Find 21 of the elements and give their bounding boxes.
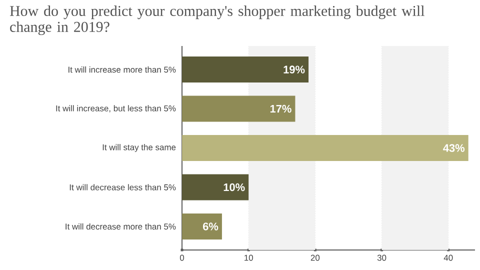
data-label: 6%: [203, 222, 218, 230]
bar: [182, 96, 296, 122]
x-tick-label: 10: [244, 254, 253, 261]
bar: [182, 135, 468, 162]
y-tick-label: It will stay the same: [102, 144, 176, 152]
bar: [182, 174, 249, 200]
y-tick-label: It will increase more than 5%: [68, 66, 176, 73]
data-label: 10%: [224, 183, 245, 192]
bar: [182, 56, 309, 83]
bar: [182, 213, 222, 240]
y-tick-label: It will decrease more than 5%: [66, 223, 176, 230]
x-tick-label: 20: [310, 254, 320, 261]
x-tick-label: 0: [180, 254, 184, 261]
x-tick-label: 30: [377, 254, 386, 261]
y-tick-label: It will decrease less than 5%: [70, 184, 176, 190]
data-label: 19%: [284, 66, 305, 74]
y-tick-label: It will increase, but less than 5%: [56, 105, 176, 112]
chart-title: How do you predict your company's shopper marketing budget will change in 2019?: [10, 6, 424, 36]
data-label: 43%: [443, 144, 465, 152]
x-tick-label: 40: [444, 254, 453, 261]
data-label: 17%: [270, 104, 292, 113]
